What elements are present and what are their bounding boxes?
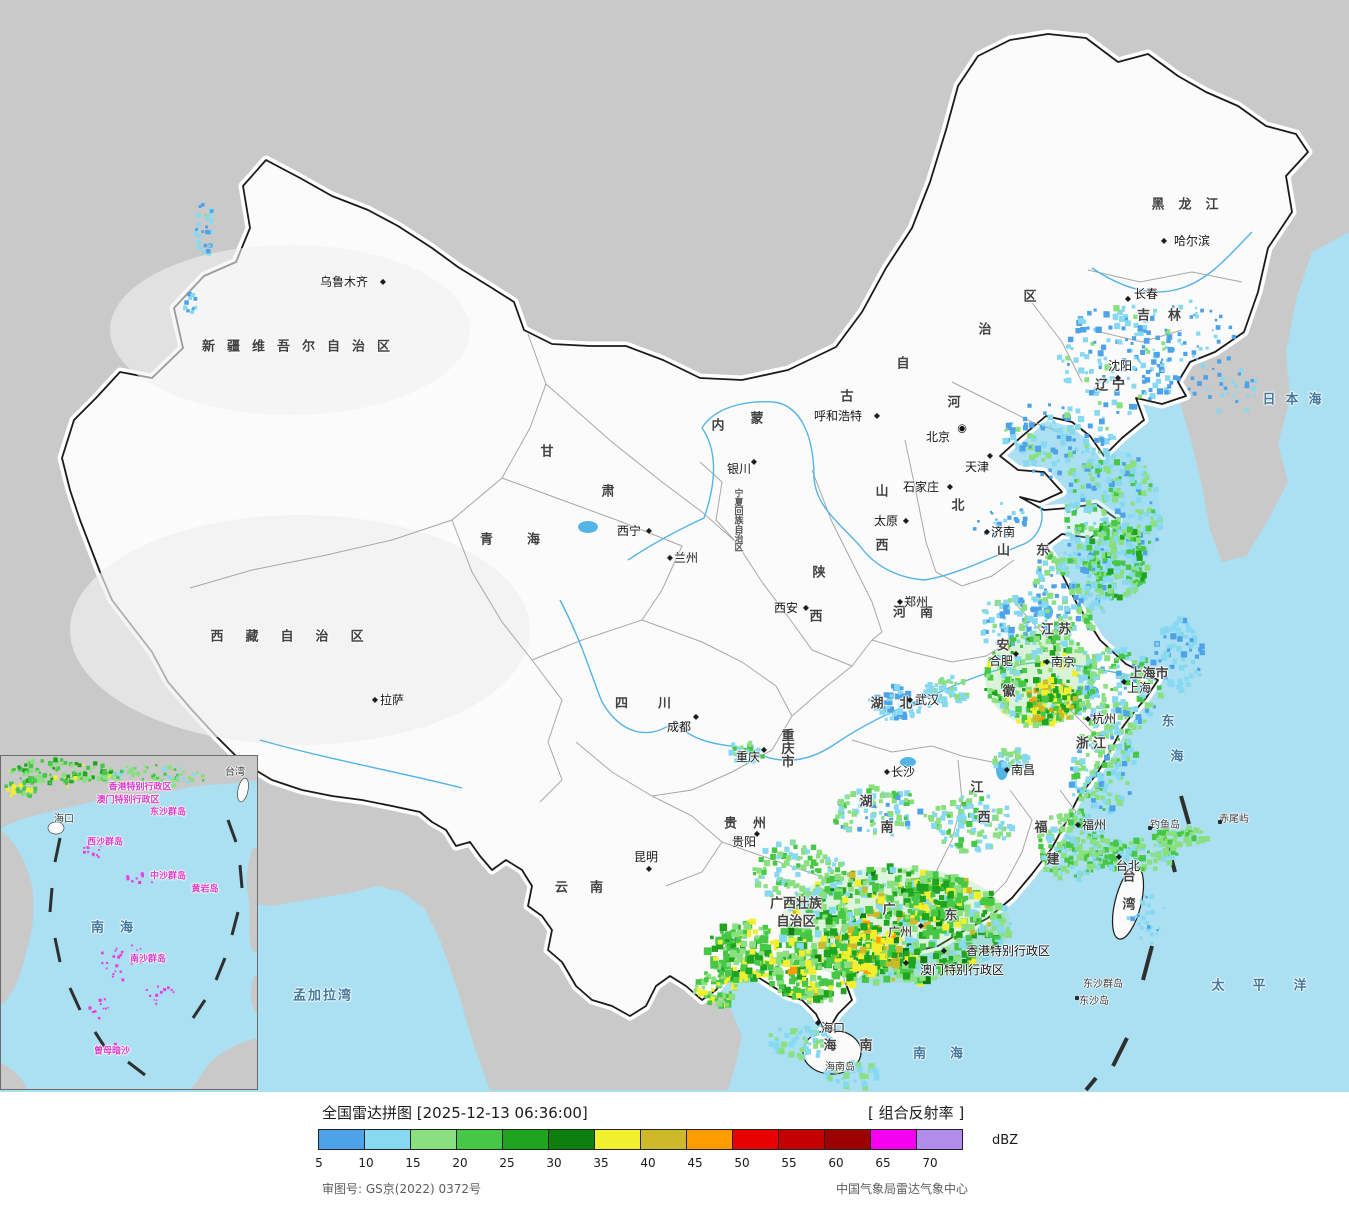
colorbar-cell — [364, 1129, 411, 1150]
terrain-tint-tibet — [70, 515, 530, 745]
unit-label: dBZ — [992, 1133, 1019, 1148]
inset-frame — [0, 755, 258, 1090]
colorbar-tick: 30 — [546, 1156, 562, 1170]
colorbar-tick: 35 — [593, 1156, 609, 1170]
colorbar-cell — [870, 1129, 917, 1150]
colorbar-tick: 10 — [358, 1156, 374, 1170]
colorbar-tick: 40 — [640, 1156, 656, 1170]
colorbar-cell — [686, 1129, 733, 1150]
colorbar-cell — [548, 1129, 595, 1150]
colorbar-cell — [732, 1129, 779, 1150]
product-label: [ 组合反射率 ] — [868, 1104, 965, 1122]
colorbar-cell — [916, 1129, 963, 1150]
colorbar-ticks: 5 10 15 20 25 30 35 40 45 50 55 60 65 70 — [0, 1156, 1349, 1172]
source-credit: 中国气象局雷达气象中心 — [836, 1182, 969, 1196]
map-title: 全国雷达拼图 [2025-12-13 06:36:00] — [322, 1104, 588, 1122]
inset-taiwan — [237, 777, 249, 803]
echo-layer — [4, 203, 1258, 1091]
taiwan-island — [1111, 866, 1145, 940]
colorbar-tick: 20 — [452, 1156, 468, 1170]
colorbar-cell — [594, 1129, 641, 1150]
colorbar-tick: 65 — [875, 1156, 891, 1170]
yellow-river — [627, 401, 1043, 581]
colorbar-cell — [824, 1129, 871, 1150]
colorbar-tick: 45 — [687, 1156, 703, 1170]
colorbar-cell — [456, 1129, 503, 1150]
inset-map — [0, 755, 258, 1090]
colorbar-cell — [410, 1129, 457, 1150]
colorbar-tick: 25 — [499, 1156, 515, 1170]
colorbar — [318, 1129, 963, 1150]
terrain-tint-tarim — [110, 245, 470, 415]
songhua-river — [1091, 231, 1253, 293]
inset-dash-line — [48, 819, 244, 1077]
colorbar-cell — [640, 1129, 687, 1150]
legend-panel: 全国雷达拼图 [2025-12-13 06:36:00] [ 组合反射率 ] d… — [0, 1092, 1349, 1208]
radar-map: 黑龙江 吉林 辽宁内蒙古自治区新疆维吾尔自治区甘肃宁夏回族自治区 青海 西藏自治区 四川云… — [0, 0, 1349, 1092]
colorbar-cell — [318, 1129, 365, 1150]
colorbar-cell — [778, 1129, 825, 1150]
colorbar-tick: 70 — [922, 1156, 938, 1170]
colorbar-tick: 15 — [405, 1156, 421, 1170]
colorbar-tick: 5 — [315, 1156, 323, 1170]
main-map-svg — [0, 0, 1349, 1092]
colorbar-tick: 55 — [781, 1156, 797, 1170]
inset-hainan — [47, 821, 65, 835]
colorbar-tick: 60 — [828, 1156, 844, 1170]
colorbar-cell — [502, 1129, 549, 1150]
province-boundaries — [189, 269, 1243, 987]
yarlung-river — [259, 739, 463, 789]
approval-number: 审图号: GS京(2022) 0372号 — [322, 1182, 482, 1196]
colorbar-tick: 50 — [734, 1156, 750, 1170]
